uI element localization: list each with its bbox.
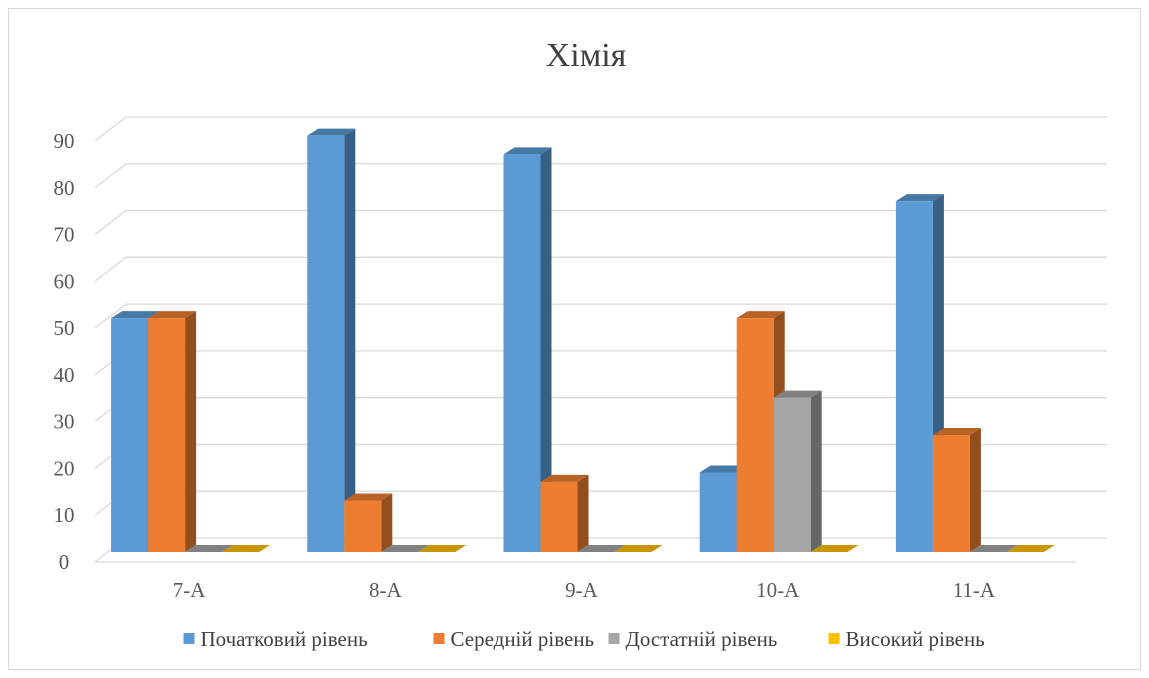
y-tick-label: 40 [54, 363, 75, 387]
y-tick-label: 20 [54, 456, 75, 480]
x-tick-label: 10-А [756, 578, 800, 602]
chart-title: Хімія [546, 37, 627, 74]
x-tick-label: 11-А [953, 578, 996, 602]
bar [540, 474, 589, 552]
bar [969, 545, 1018, 552]
y-tick-label: 70 [54, 223, 75, 247]
y-tick-label: 10 [54, 503, 75, 527]
bar-top [1006, 545, 1055, 552]
bar-front [773, 397, 811, 552]
legend-label: Високий рівень [846, 627, 985, 651]
bar-top [810, 545, 859, 552]
bar-front [503, 154, 541, 552]
bar [344, 493, 393, 552]
y-tick-label: 30 [54, 410, 75, 434]
bar [418, 545, 467, 552]
bar [148, 311, 197, 552]
legend-item: Достатній рівень [608, 627, 778, 651]
bar [381, 545, 430, 552]
legend-label: Початковий рівень [201, 627, 368, 651]
bar-front [699, 472, 737, 552]
legend-swatch [183, 633, 195, 644]
y-tick-label: 90 [54, 129, 75, 153]
legend-swatch [433, 633, 445, 644]
x-tick-label: 8-А [369, 578, 402, 602]
bar-front [736, 318, 774, 552]
bar-front [148, 318, 186, 552]
gridline-depth [94, 210, 127, 236]
bar-front [540, 481, 578, 552]
y-tick-label: 50 [54, 316, 75, 340]
bar-front [111, 318, 149, 552]
bar-top [307, 128, 356, 136]
bar-top [932, 428, 981, 436]
bar-top [503, 147, 552, 155]
x-axis-ticks: 7-А 8-А 9-А 10-А 11-А [173, 578, 996, 602]
chart-frame [8, 8, 1141, 670]
bar-top [577, 545, 626, 552]
bar [185, 545, 234, 552]
bar-side [969, 428, 981, 552]
bar-top [222, 545, 271, 552]
bar-side [185, 311, 197, 552]
bar [810, 545, 859, 552]
legend-swatch [828, 633, 840, 644]
y-tick-label: 60 [54, 269, 75, 293]
bar-top [969, 545, 1018, 552]
bar-top [736, 311, 785, 319]
bar-top [895, 194, 944, 202]
legend-item: Високий рівень [828, 627, 985, 651]
legend-label: Достатній рівень [626, 627, 778, 651]
bar [1006, 545, 1055, 552]
legend: Початковий рівень Середній рівень Достатні… [183, 627, 985, 651]
legend-item: Середній рівень [433, 627, 595, 651]
bar [222, 545, 271, 552]
bar [773, 390, 822, 552]
bars [111, 128, 1055, 552]
bar-top [614, 545, 663, 552]
bar-front [307, 135, 345, 552]
bar-side [577, 474, 589, 552]
gridline-depth [94, 256, 127, 282]
x-tick-label: 7-А [173, 578, 206, 602]
bar [307, 128, 356, 552]
bar-front [344, 500, 382, 552]
bar [932, 428, 981, 552]
legend-label: Середній рівень [451, 627, 595, 651]
y-tick-label: 80 [54, 176, 75, 200]
y-tick-label: 0 [59, 550, 70, 574]
gridline-depth [94, 163, 127, 189]
bar-front [932, 435, 970, 552]
bar-top [111, 311, 160, 319]
bar-top [381, 545, 430, 552]
bar-front [895, 201, 933, 552]
bar [614, 545, 663, 552]
legend-swatch [608, 633, 620, 644]
bar [503, 147, 552, 552]
bar-top [540, 474, 589, 482]
bar-side [381, 493, 393, 552]
bar-side [810, 390, 822, 552]
y-axis-ticks: 0 10 20 30 40 50 60 70 80 90 [54, 129, 75, 574]
bar [577, 545, 626, 552]
legend-item: Початковий рівень [183, 627, 368, 651]
x-tick-label: 9-А [565, 578, 598, 602]
bar-side [540, 147, 552, 552]
gridline-depth [94, 303, 127, 329]
bar-top [699, 465, 748, 473]
bar-top [185, 545, 234, 552]
bar-top [344, 493, 393, 501]
bar-top [148, 311, 197, 319]
gridline-depth [94, 116, 127, 142]
bar-side [344, 128, 356, 552]
bar-top [418, 545, 467, 552]
bar-top [773, 390, 822, 398]
